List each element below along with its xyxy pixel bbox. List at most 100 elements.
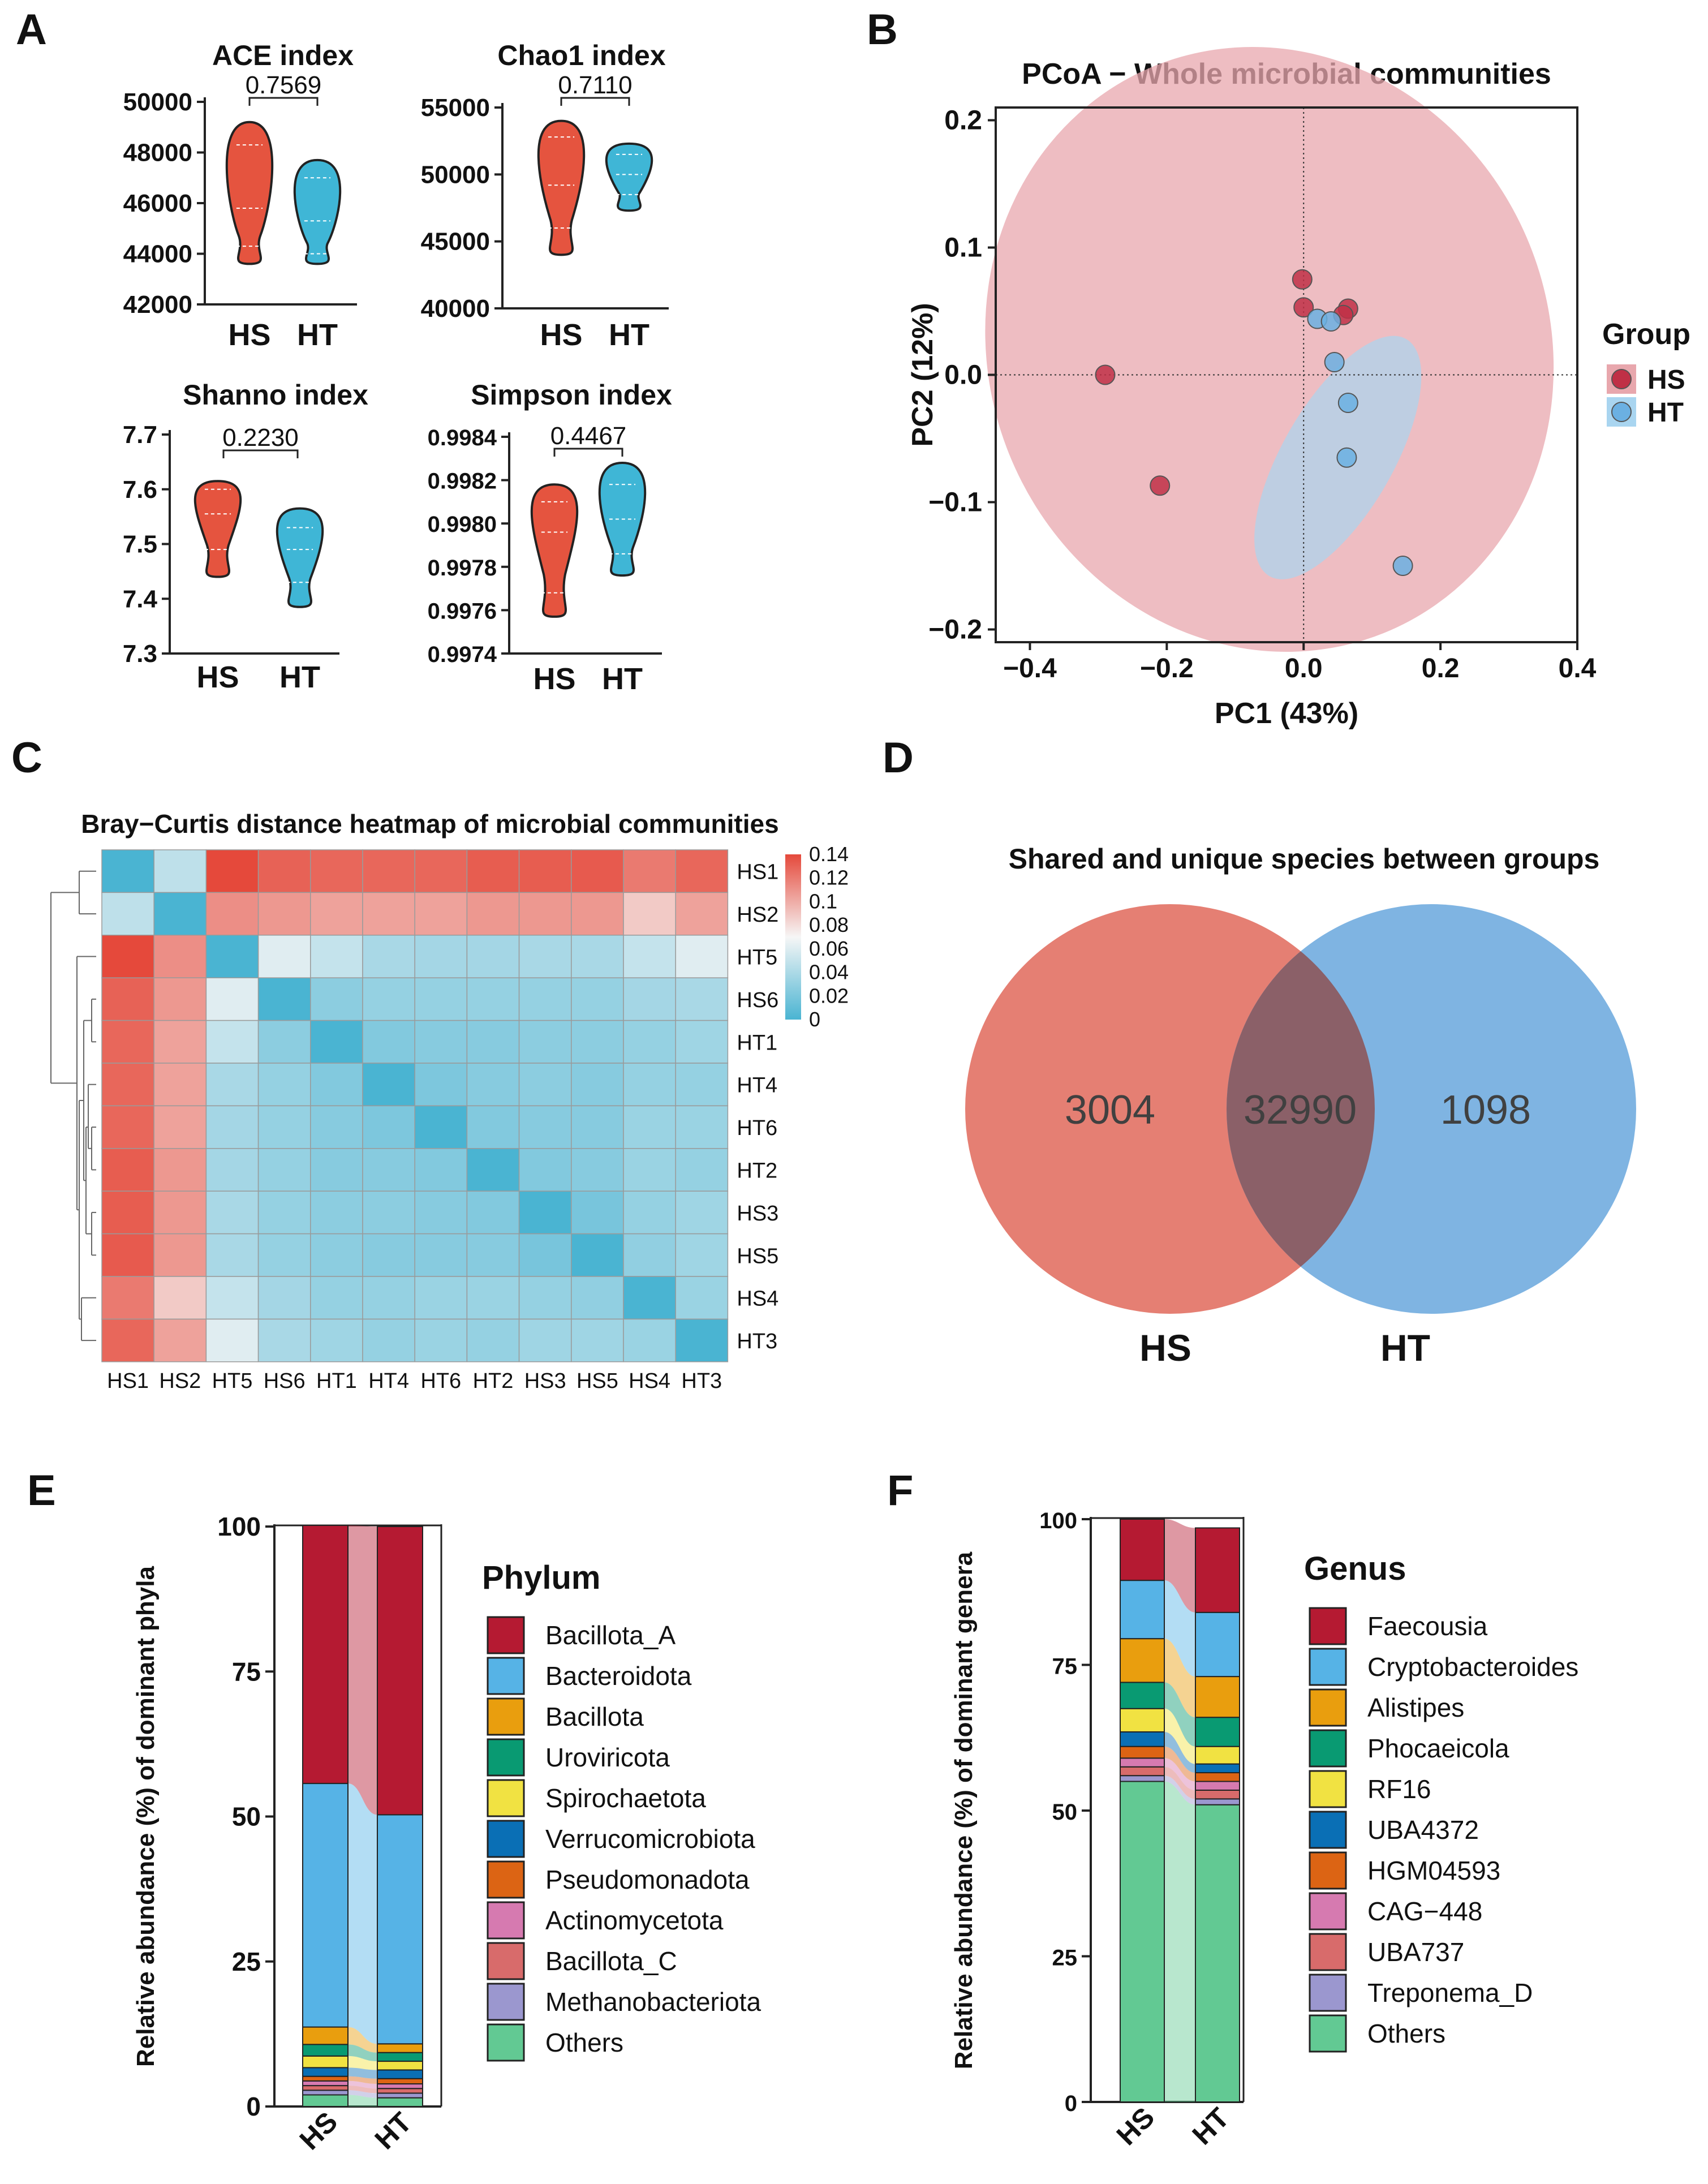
y-tick-label: 25 [1052,1946,1078,1971]
heatmap-cell [466,1148,520,1192]
heatmap-cell [257,935,311,978]
heatmap-cell [101,1276,154,1320]
heatmap-cell [623,1148,676,1192]
point-hs [1095,364,1116,385]
flow-ribbon [1164,1781,1195,2102]
legend-title: Phylum [482,1559,601,1596]
heatmap-cell [675,1063,729,1107]
column-label: HS2 [159,1369,201,1393]
p-value-label: 0.7110 [558,71,632,99]
heatmap-cell [257,892,311,936]
colorbar-tick-label: 0.04 [809,961,849,984]
y-tick-label: 55000 [421,94,490,122]
legend-swatch [1309,1729,1347,1768]
heatmap-cell [518,892,572,936]
bar-segment-ht [1195,1804,1240,2103]
x-category-label: HT [1186,2102,1236,2151]
heatmap-cell [153,892,207,936]
venn-set-label: HS [1139,1327,1191,1369]
bar-segment-ht [1195,1676,1240,1718]
column-label: HT3 [681,1369,722,1393]
heatmap-cell [257,1233,311,1277]
heatmap-cell [310,849,363,893]
legend-label: Treponema_D [1367,1978,1533,2007]
heatmap-cell [362,1318,415,1362]
legend-label: HGM04593 [1367,1856,1500,1885]
bar-segment-hs [302,2080,349,2087]
heatmap-cell [101,935,154,978]
flow-ribbon [1164,1708,1195,1764]
heatmap-cell [257,1318,311,1362]
legend-title: Genus [1304,1550,1406,1587]
heatmap-cell [414,1318,468,1362]
violin-plot-4: 0.9974 0.9976 0.9978 0.9980 0.9982 0.9984 Simp… [428,379,672,696]
heatmap-cell [675,1148,729,1192]
flow-ribbon [348,2076,377,2084]
x-category-label: HS [196,660,239,694]
column-label: HT5 [212,1369,253,1393]
bar-segment-hs [1120,1766,1165,1777]
violin-plot-3: 7.3 7.4 7.5 7.6 7.7 Shanno index 0.2230 HS HT [123,379,368,694]
legend-swatch [487,2023,525,2062]
heatmap-cell [153,1020,207,1064]
heatmap-cell [466,935,520,978]
heatmap-cell [310,892,363,936]
heatmap-cell [623,1105,676,1149]
panel-letter-a: A [16,6,47,54]
panel-letter-e: E [27,1467,56,1515]
bar-segment-ht [377,2092,423,2099]
heatmap-cell [466,892,520,936]
legend-swatch [487,1657,525,1695]
x-tick-label: 0.0 [1285,654,1323,683]
heatmap-cell [466,977,520,1021]
heatmap-cell [310,1020,363,1064]
point-hs [1292,269,1313,290]
x-tick-label: −0.2 [1140,654,1194,683]
x-category-label: HT [609,318,649,352]
column-label: HT1 [316,1369,357,1393]
heatmap-cell [205,892,259,936]
heatmap-cell [414,849,468,893]
flow-ribbon [348,2056,377,2070]
point-ht [1324,352,1345,372]
significance-bracket [222,449,299,458]
heatmap-cell [571,1148,624,1192]
heatmap-cell [675,1190,729,1235]
legend-swatch [1309,1811,1347,1849]
legend-swatch [1309,1770,1347,1808]
flow-ribbon [348,2095,377,2106]
heatmap-cell [675,849,729,893]
heatmap-cell [205,1020,259,1064]
violin-ht [605,142,653,212]
legend-label: Others [545,2028,623,2057]
row-label: HS4 [737,1287,778,1311]
heatmap-cell [675,1276,729,1320]
y-tick-label: 7.6 [123,476,157,504]
heatmap-cell [518,1148,572,1192]
y-tick-label: 100 [1039,1508,1077,1533]
heatmap-cell [153,1318,207,1362]
point-hs [1150,475,1171,496]
venn-hs-only-count: 3004 [1065,1087,1155,1133]
flow-ribbon [1164,1746,1195,1782]
heatmap-cell [571,1105,624,1149]
heatmap-cell [623,1318,676,1362]
y-tick-label: 0 [246,2092,261,2121]
legend-swatch [487,1738,525,1777]
legend-label: Actinomycetota [545,1906,724,1935]
row-label: HT6 [737,1116,777,1140]
p-value-label: 0.4467 [550,422,627,450]
heatmap-cell [257,1020,311,1064]
bar-segment-hs [1120,1708,1165,1732]
flow-ribbon [348,2090,377,2098]
heatmap-cell [675,1020,729,1064]
venn-diagram: Shared and unique species between groups… [965,843,1636,1369]
row-label: HT5 [737,946,777,970]
legend-label: Phocaeicola [1367,1734,1509,1763]
heatmap-cell [466,1190,520,1235]
legend-label: RF16 [1367,1774,1431,1804]
y-tick-label: 0 [1065,2091,1077,2116]
heatmap-cell [571,935,624,978]
significance-bracket [553,448,623,457]
heatmap-cell [675,1233,729,1277]
